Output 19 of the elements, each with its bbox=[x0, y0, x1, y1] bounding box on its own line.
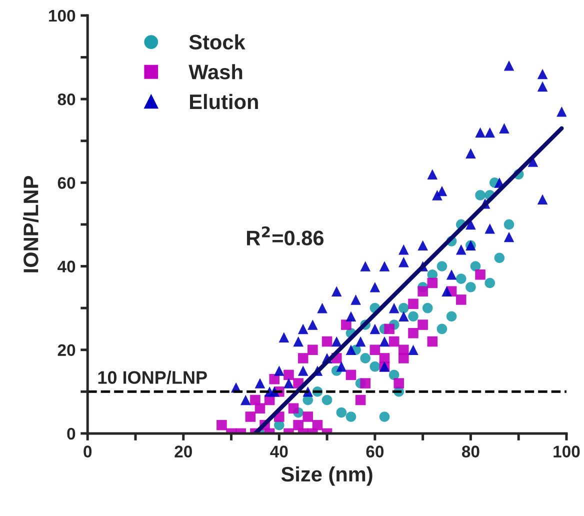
x-tick-label: 0 bbox=[84, 446, 92, 458]
y-tick-label: 80 bbox=[58, 93, 76, 106]
x-tick-label: 80 bbox=[462, 446, 480, 458]
y-tick-label: 0 bbox=[67, 428, 76, 440]
legend-label: Elution bbox=[190, 94, 258, 110]
x-tick-label: 40 bbox=[270, 446, 288, 458]
x-tick-label: 100 bbox=[554, 446, 580, 458]
legend-label: Wash bbox=[188, 64, 242, 80]
annotation: R$^{2}$=0.86 bbox=[247, 226, 324, 246]
y-tick-label: 100 bbox=[49, 10, 76, 22]
y-tick-label: 20 bbox=[58, 344, 76, 356]
legend-label: Stock bbox=[189, 34, 246, 50]
x-axis-title: Size (nm) bbox=[281, 466, 372, 486]
x-tick-label: 20 bbox=[174, 446, 192, 458]
x-tick-label: 60 bbox=[366, 446, 384, 458]
ref-line-label: 10 IONP/LNP bbox=[98, 370, 207, 384]
y-tick-label: 40 bbox=[58, 260, 76, 272]
y-axis-title: IONP/LNP bbox=[23, 176, 39, 272]
y-tick-label: 60 bbox=[58, 177, 76, 189]
